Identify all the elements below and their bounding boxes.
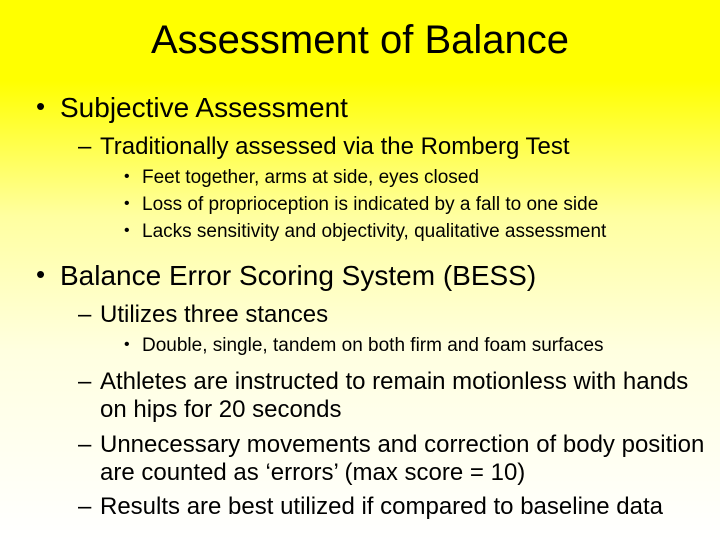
bullet-lvl2: Results are best utilized if compared to… (78, 493, 720, 521)
bullet-lvl2: Unnecessary movements and correction of … (78, 431, 720, 488)
bullet-lvl1: Balance Error Scoring System (BESS) (36, 259, 720, 293)
bullet-lvl2: Athletes are instructed to remain motion… (78, 368, 720, 425)
bullet-lvl3: Loss of proprioception is indicated by a… (124, 194, 720, 217)
bullet-lvl2: Utilizes three stances (78, 301, 720, 329)
bullet-lvl3: Lacks sensitivity and objectivity, quali… (124, 221, 720, 244)
bullet-lvl3: Feet together, arms at side, eyes closed (124, 167, 720, 190)
slide-title: Assessment of Balance (0, 18, 720, 63)
bullet-lvl1: Subjective Assessment (36, 91, 720, 125)
bullet-lvl3: Double, single, tandem on both firm and … (124, 335, 720, 358)
spacer (0, 247, 720, 259)
slide: Assessment of Balance Subjective Assessm… (0, 0, 720, 540)
bullet-lvl2: Traditionally assessed via the Romberg T… (78, 133, 720, 161)
